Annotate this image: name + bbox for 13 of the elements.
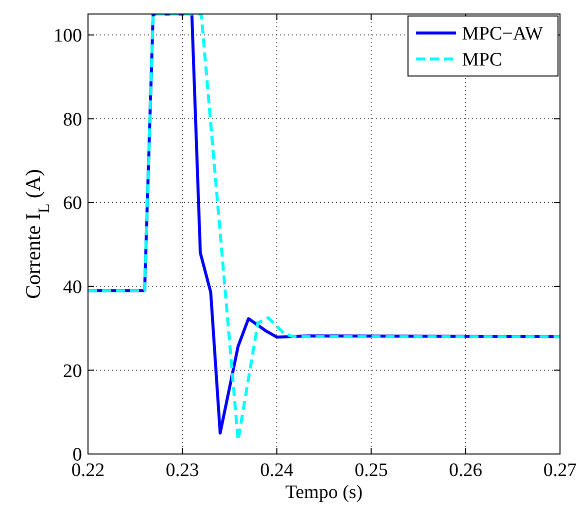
x-tick-label: 0.24 [260, 460, 294, 481]
y-tick-label: 40 [63, 277, 82, 298]
y-tick-label: 100 [54, 26, 82, 47]
x-tick-label: 0.25 [354, 460, 388, 481]
y-tick-label: 60 [63, 193, 82, 214]
legend-label: MPC−AW [462, 24, 544, 45]
legend-label: MPC [462, 50, 502, 71]
x-tick-label: 0.23 [166, 460, 200, 481]
y-tick-label: 20 [63, 360, 82, 382]
x-tick-label: 0.27 [543, 460, 577, 481]
x-axis-title: Tempo (s) [285, 482, 363, 503]
y-tick-label: 80 [63, 109, 82, 130]
x-tick-label: 0.26 [448, 460, 482, 481]
